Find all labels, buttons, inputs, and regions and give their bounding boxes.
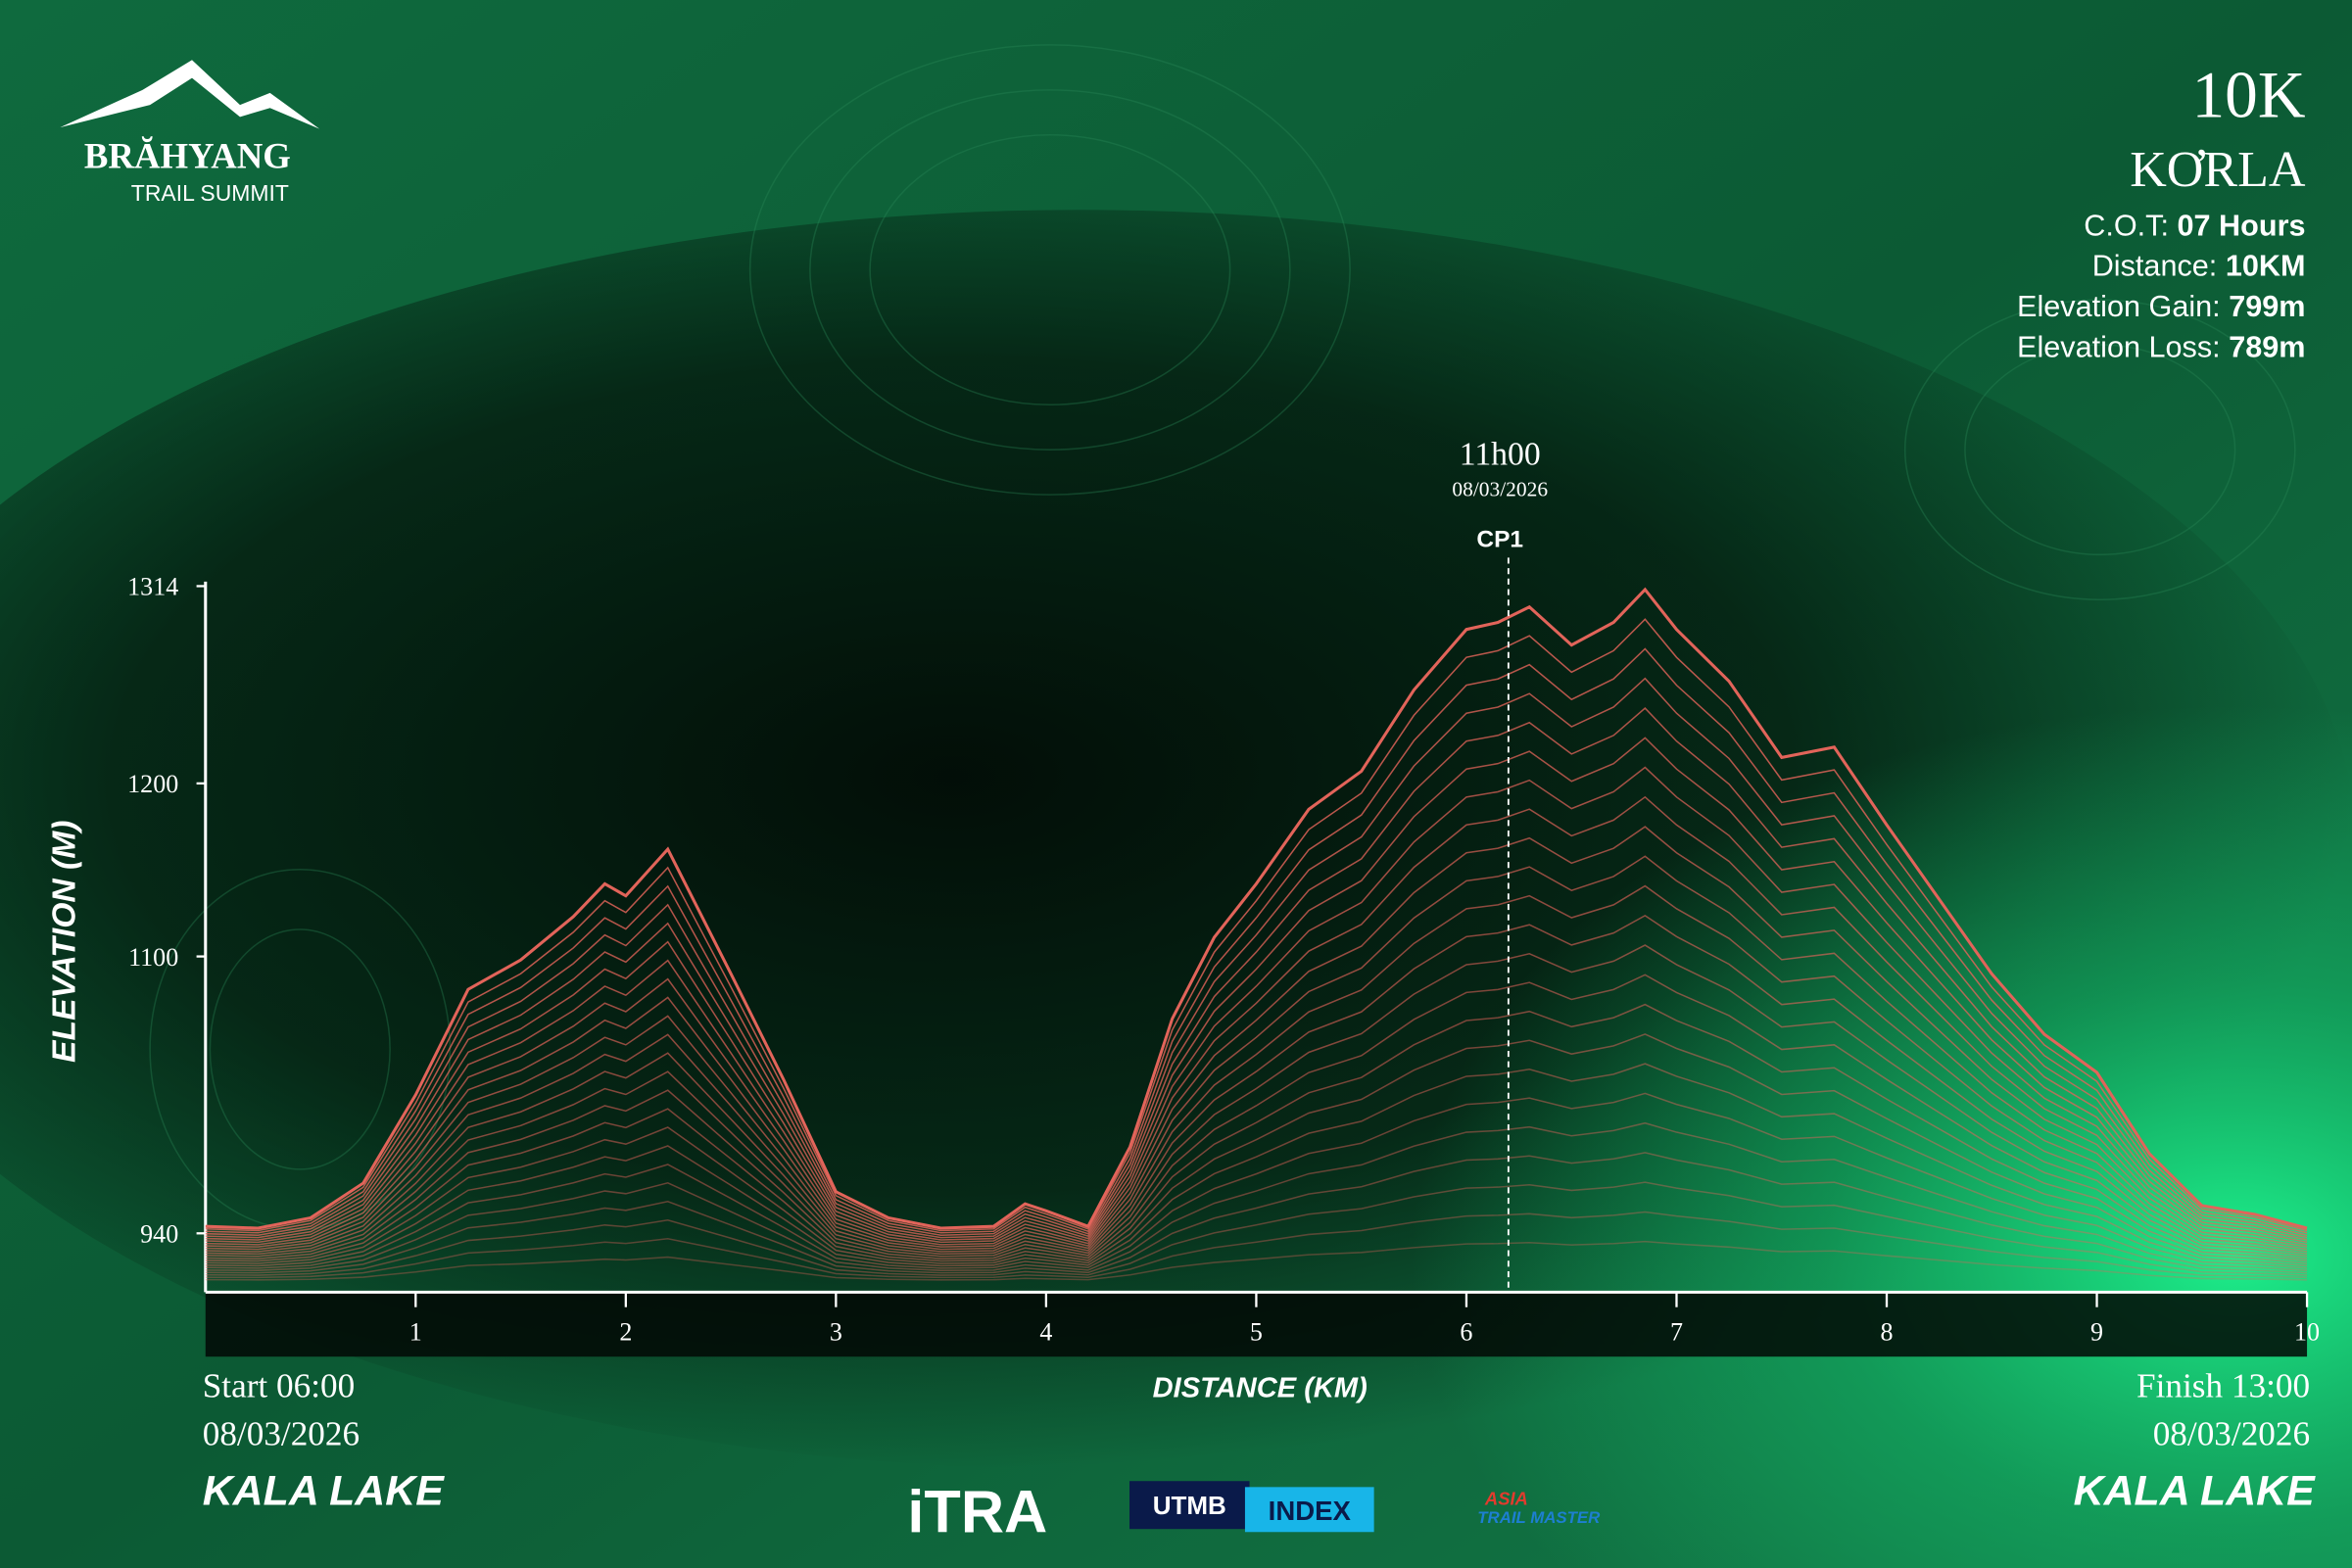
race-stat: Elevation Gain: 799m <box>2017 290 2305 323</box>
y-tick-label: 1314 <box>127 573 178 601</box>
ridge-line <box>205 1033 2308 1264</box>
finish-location: KALA LAKE <box>2074 1468 2316 1515</box>
checkpoint-date: 08/03/2026 <box>1452 478 1548 501</box>
start-date: 08/03/2026 <box>203 1414 360 1452</box>
logo-name: BRĂHYANG <box>84 135 291 175</box>
x-tick-label: 6 <box>1460 1317 1472 1346</box>
ridge-line <box>205 1181 2308 1276</box>
x-tick-label: 10 <box>2294 1317 2320 1346</box>
ridge-line <box>205 1121 2308 1271</box>
ridge-line <box>205 618 2308 1232</box>
x-tick-label: 4 <box>1039 1317 1052 1346</box>
y-tick-label: 940 <box>140 1219 178 1248</box>
stat-value: 789m <box>2229 330 2305 363</box>
x-tick-label: 9 <box>2090 1317 2103 1346</box>
race-name: KƠRLA <box>2130 142 2306 198</box>
ridge-line <box>205 647 2308 1234</box>
ridge-line <box>205 706 2308 1239</box>
ridge-line <box>205 736 2308 1241</box>
race-stat: Elevation Loss: 789m <box>2017 330 2305 363</box>
finish: Finish 13:00 08/03/2026 KALA LAKE <box>2074 1367 2316 1515</box>
y-axis-label: ELEVATION (M) <box>47 820 83 1062</box>
finish-date: 08/03/2026 <box>2153 1414 2310 1452</box>
ridge-line <box>205 766 2308 1244</box>
ridge-line <box>205 1240 2308 1281</box>
atm-logo: TRAIL MASTER <box>1477 1508 1601 1527</box>
partners: iTRA UTMB INDEX ASIA TRAIL MASTER <box>907 1478 1601 1544</box>
x-axis-label: DISTANCE (KM) <box>1153 1373 1368 1404</box>
race-stat: C.O.T: 07 Hours <box>2084 209 2305 242</box>
x-tick-label: 5 <box>1250 1317 1263 1346</box>
stat-value: 07 Hours <box>2178 209 2306 242</box>
y-tick-label: 1200 <box>127 770 178 798</box>
finish-time: Finish 13:00 <box>2136 1367 2310 1405</box>
ridge-line <box>205 1092 2308 1269</box>
stat-label: C.O.T: <box>2084 209 2169 242</box>
stat-label: Distance: <box>2092 250 2218 283</box>
race-info: 10K KƠRLA <box>2130 58 2306 197</box>
logo: BRĂHYANG TRAIL SUMMIT <box>60 60 320 206</box>
x-tick-label: 7 <box>1670 1317 1683 1346</box>
x-tick-label: 3 <box>830 1317 842 1346</box>
ridge-line <box>205 1211 2308 1279</box>
ridge-line <box>205 826 2308 1248</box>
utmb-box <box>1129 1481 1250 1530</box>
index-logo: INDEX <box>1269 1496 1352 1526</box>
ridge-line <box>205 974 2308 1260</box>
checkpoint-time: 11h00 <box>1460 436 1541 472</box>
ridge-line <box>205 944 2308 1258</box>
start-location: KALA LAKE <box>203 1468 445 1515</box>
stat-value: 10KM <box>2226 250 2306 283</box>
ridge-line <box>205 1152 2308 1274</box>
ridge-line <box>205 855 2308 1251</box>
ridge-line <box>205 884 2308 1253</box>
y-tick-label: 1100 <box>128 943 178 972</box>
ridge-line <box>205 914 2308 1256</box>
x-tick-label: 8 <box>1880 1317 1893 1346</box>
ridge-line <box>205 1063 2308 1267</box>
x-tick-label: 1 <box>409 1317 422 1346</box>
asia-logo: ASIA <box>1484 1489 1528 1509</box>
start-time: Start 06:00 <box>203 1367 356 1405</box>
stat-label: Elevation Loss: <box>2017 330 2221 363</box>
checkpoint-label: CP1 <box>1476 527 1523 553</box>
elevation-line <box>205 587 2308 1230</box>
x-tick-label: 2 <box>619 1317 632 1346</box>
race-distance: 10K <box>2191 58 2305 131</box>
index-box <box>1244 1487 1374 1533</box>
ridge-line <box>205 1003 2308 1262</box>
start: Start 06:00 08/03/2026 KALA LAKE <box>203 1367 445 1515</box>
ridge-line <box>205 795 2308 1246</box>
itra-logo: iTRA <box>907 1478 1047 1544</box>
stat-label: Elevation Gain: <box>2017 290 2221 323</box>
utmb-logo: UTMB <box>1153 1491 1226 1520</box>
logo-subtitle: TRAIL SUMMIT <box>131 180 289 206</box>
race-stat: Distance: 10KM <box>2092 250 2306 283</box>
ridge-line <box>205 677 2308 1236</box>
logo-mountain <box>60 60 320 129</box>
stat-value: 799m <box>2229 290 2305 323</box>
